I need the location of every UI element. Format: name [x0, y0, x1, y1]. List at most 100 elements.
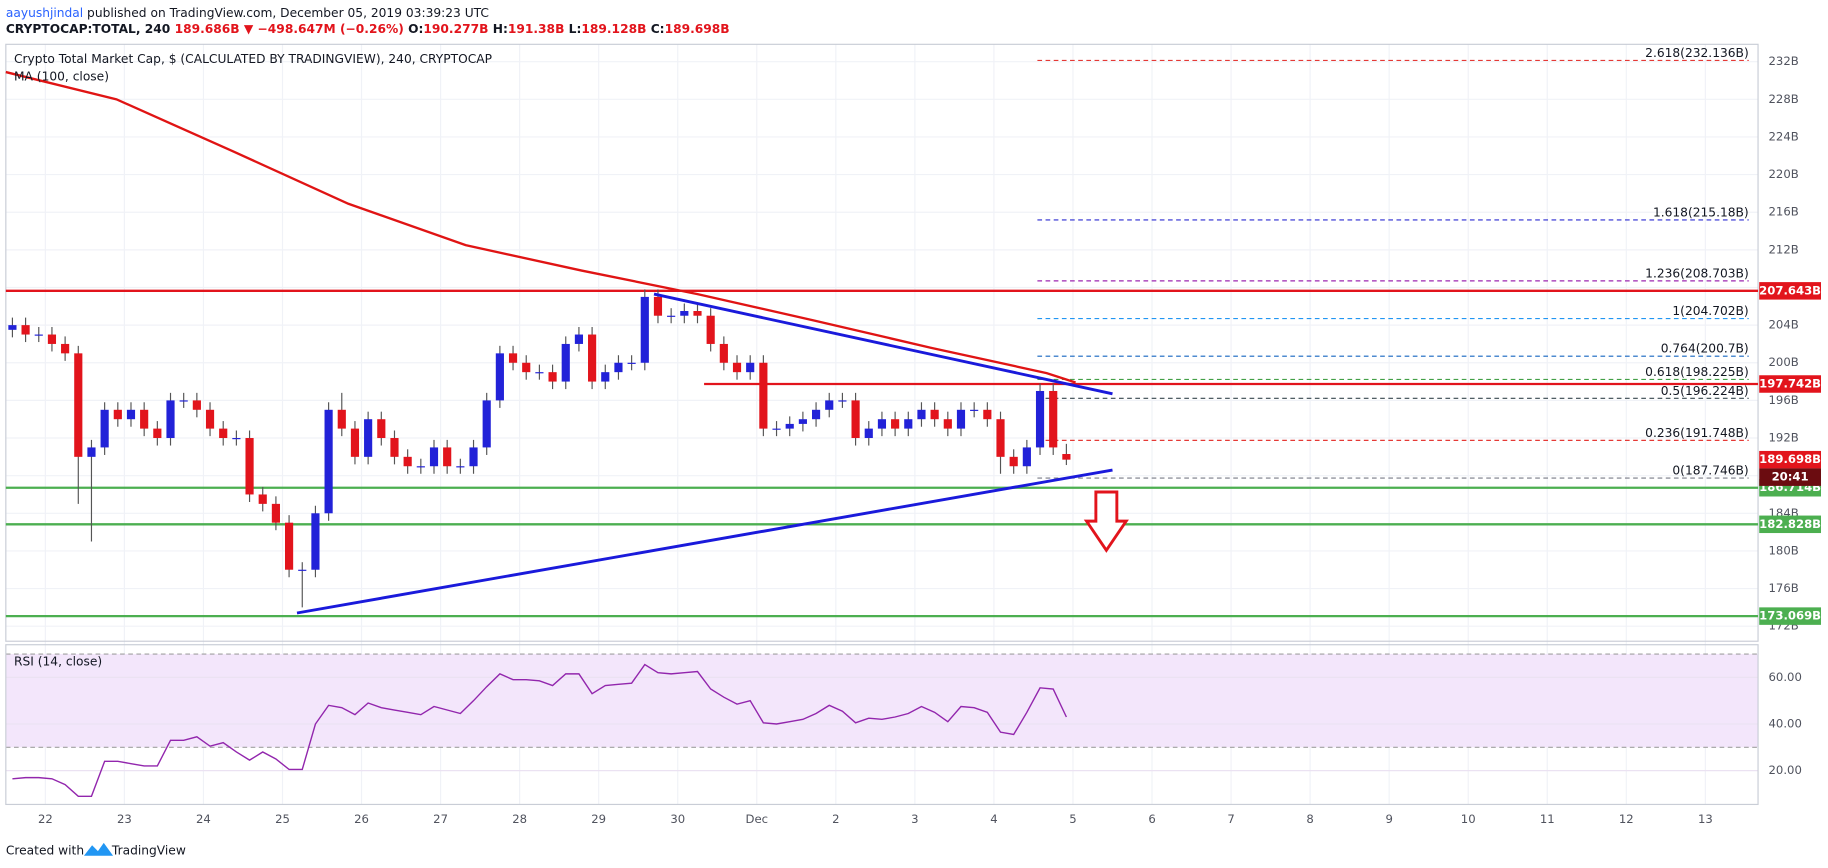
candle-body: [258, 494, 267, 504]
candle-body: [996, 419, 1005, 457]
price-box-label: 189.698B: [1759, 452, 1821, 466]
candle-body: [192, 400, 201, 410]
candle-body: [140, 409, 149, 429]
candle-body: [574, 334, 584, 344]
rsi-band: [5, 654, 1759, 748]
candle-body: [469, 447, 478, 467]
rsi-line: [12, 663, 1068, 797]
rsi-tick-label: 40.00: [1769, 716, 1802, 730]
candle-body: [825, 400, 834, 410]
price-box: [1759, 607, 1822, 625]
trendline: [653, 292, 1113, 396]
x-tick-label: 23: [117, 812, 132, 826]
candle-body: [614, 362, 623, 373]
x-tick-label: 2: [832, 812, 839, 826]
candle-body: [153, 428, 162, 439]
footer-brand[interactable]: TradingView: [111, 844, 186, 858]
y-tick-label: 180B: [1769, 543, 1799, 557]
price-panel: [5, 43, 1759, 642]
price-box-label: 197.742B: [1759, 376, 1821, 390]
footer-text: Created with: [6, 844, 84, 858]
candle-body: [219, 428, 228, 439]
candle-body: [772, 428, 781, 430]
candle-body: [653, 296, 663, 316]
author[interactable]: aayushjindal: [6, 5, 83, 19]
y-tick-label: 200B: [1769, 355, 1799, 369]
y-tick-label: 212B: [1769, 242, 1799, 256]
candle-body: [1062, 454, 1071, 460]
x-tick-label: 13: [1698, 812, 1713, 826]
candle-body: [324, 409, 333, 514]
candle-body: [74, 353, 83, 457]
candle-body: [429, 447, 439, 467]
countdown: 20:41: [1772, 470, 1809, 484]
x-tick-label: 7: [1227, 812, 1234, 826]
candle-body: [891, 419, 900, 429]
candle-body: [693, 311, 702, 316]
candle-body: [851, 400, 860, 439]
chart-title: Crypto Total Market Cap, $ (CALCULATED B…: [14, 52, 492, 66]
header-line: aayushjindal published on TradingView.co…: [6, 5, 489, 19]
candle-body: [811, 409, 821, 420]
candle-body: [8, 325, 17, 330]
candle-body: [732, 362, 742, 373]
x-tick-label: 3: [911, 812, 918, 826]
grid: [5, 44, 1759, 805]
price-box: [1759, 375, 1822, 393]
rsi-tick-label: 20.00: [1769, 763, 1802, 777]
x-tick-label: 28: [512, 812, 527, 826]
candle-body: [508, 353, 518, 363]
fib-label: 2.618(232.136B): [1645, 46, 1749, 60]
published: published on TradingView.com, December 0…: [83, 5, 489, 19]
candle-body: [271, 503, 280, 523]
candle-body: [47, 334, 57, 344]
candle-body: [640, 296, 649, 363]
fib-label: 0.764(200.7B): [1661, 342, 1749, 356]
candle-body: [746, 362, 755, 373]
fib-label: 0(187.746B): [1672, 464, 1748, 478]
price-box: [1759, 450, 1822, 469]
fib-label: 1.236(208.703B): [1645, 266, 1749, 280]
candle-body: [100, 409, 109, 448]
candle-body: [350, 428, 360, 457]
candle-body: [113, 409, 122, 420]
candle-body: [588, 334, 597, 382]
candle-body: [285, 522, 294, 570]
candle-body: [1035, 390, 1045, 448]
ma-legend: MA (100, close): [14, 69, 109, 83]
candle-body: [205, 409, 215, 429]
candle-body: [377, 419, 386, 439]
y-tick-label: 196B: [1769, 393, 1799, 407]
candle-body: [706, 315, 715, 344]
rsi-panel: [5, 644, 1759, 806]
y-tick-label: 228B: [1769, 92, 1799, 106]
candle-body: [759, 362, 768, 429]
candle-body: [627, 362, 636, 364]
fib-label: 1.618(215.18B): [1653, 205, 1749, 219]
x-tick-label: 6: [1148, 812, 1155, 826]
candle-body: [548, 372, 557, 382]
fib-label: 0.236(191.748B): [1645, 426, 1749, 440]
fib-label: 1(204.702B): [1672, 304, 1748, 318]
y-tick-label: 204B: [1769, 318, 1799, 332]
candle-body: [456, 466, 465, 468]
x-tick-label: Dec: [746, 812, 769, 826]
candle-body: [798, 419, 807, 424]
down-arrow: [1083, 490, 1129, 553]
x-tick-label: 24: [196, 812, 211, 826]
candle-body: [495, 353, 504, 401]
candle-body: [680, 311, 689, 316]
candle-body: [1049, 390, 1058, 448]
candle-body: [61, 343, 70, 354]
candle-body: [337, 409, 346, 429]
c: C:: [651, 22, 665, 36]
candle-body: [970, 409, 979, 411]
candle-body: [561, 343, 570, 382]
x-tick-label: 12: [1619, 812, 1634, 826]
y-tick-label: 176B: [1769, 581, 1799, 595]
candle-body: [983, 409, 992, 420]
candle-body: [838, 400, 847, 402]
x-tick-label: 22: [38, 812, 53, 826]
candle-body: [443, 447, 452, 467]
